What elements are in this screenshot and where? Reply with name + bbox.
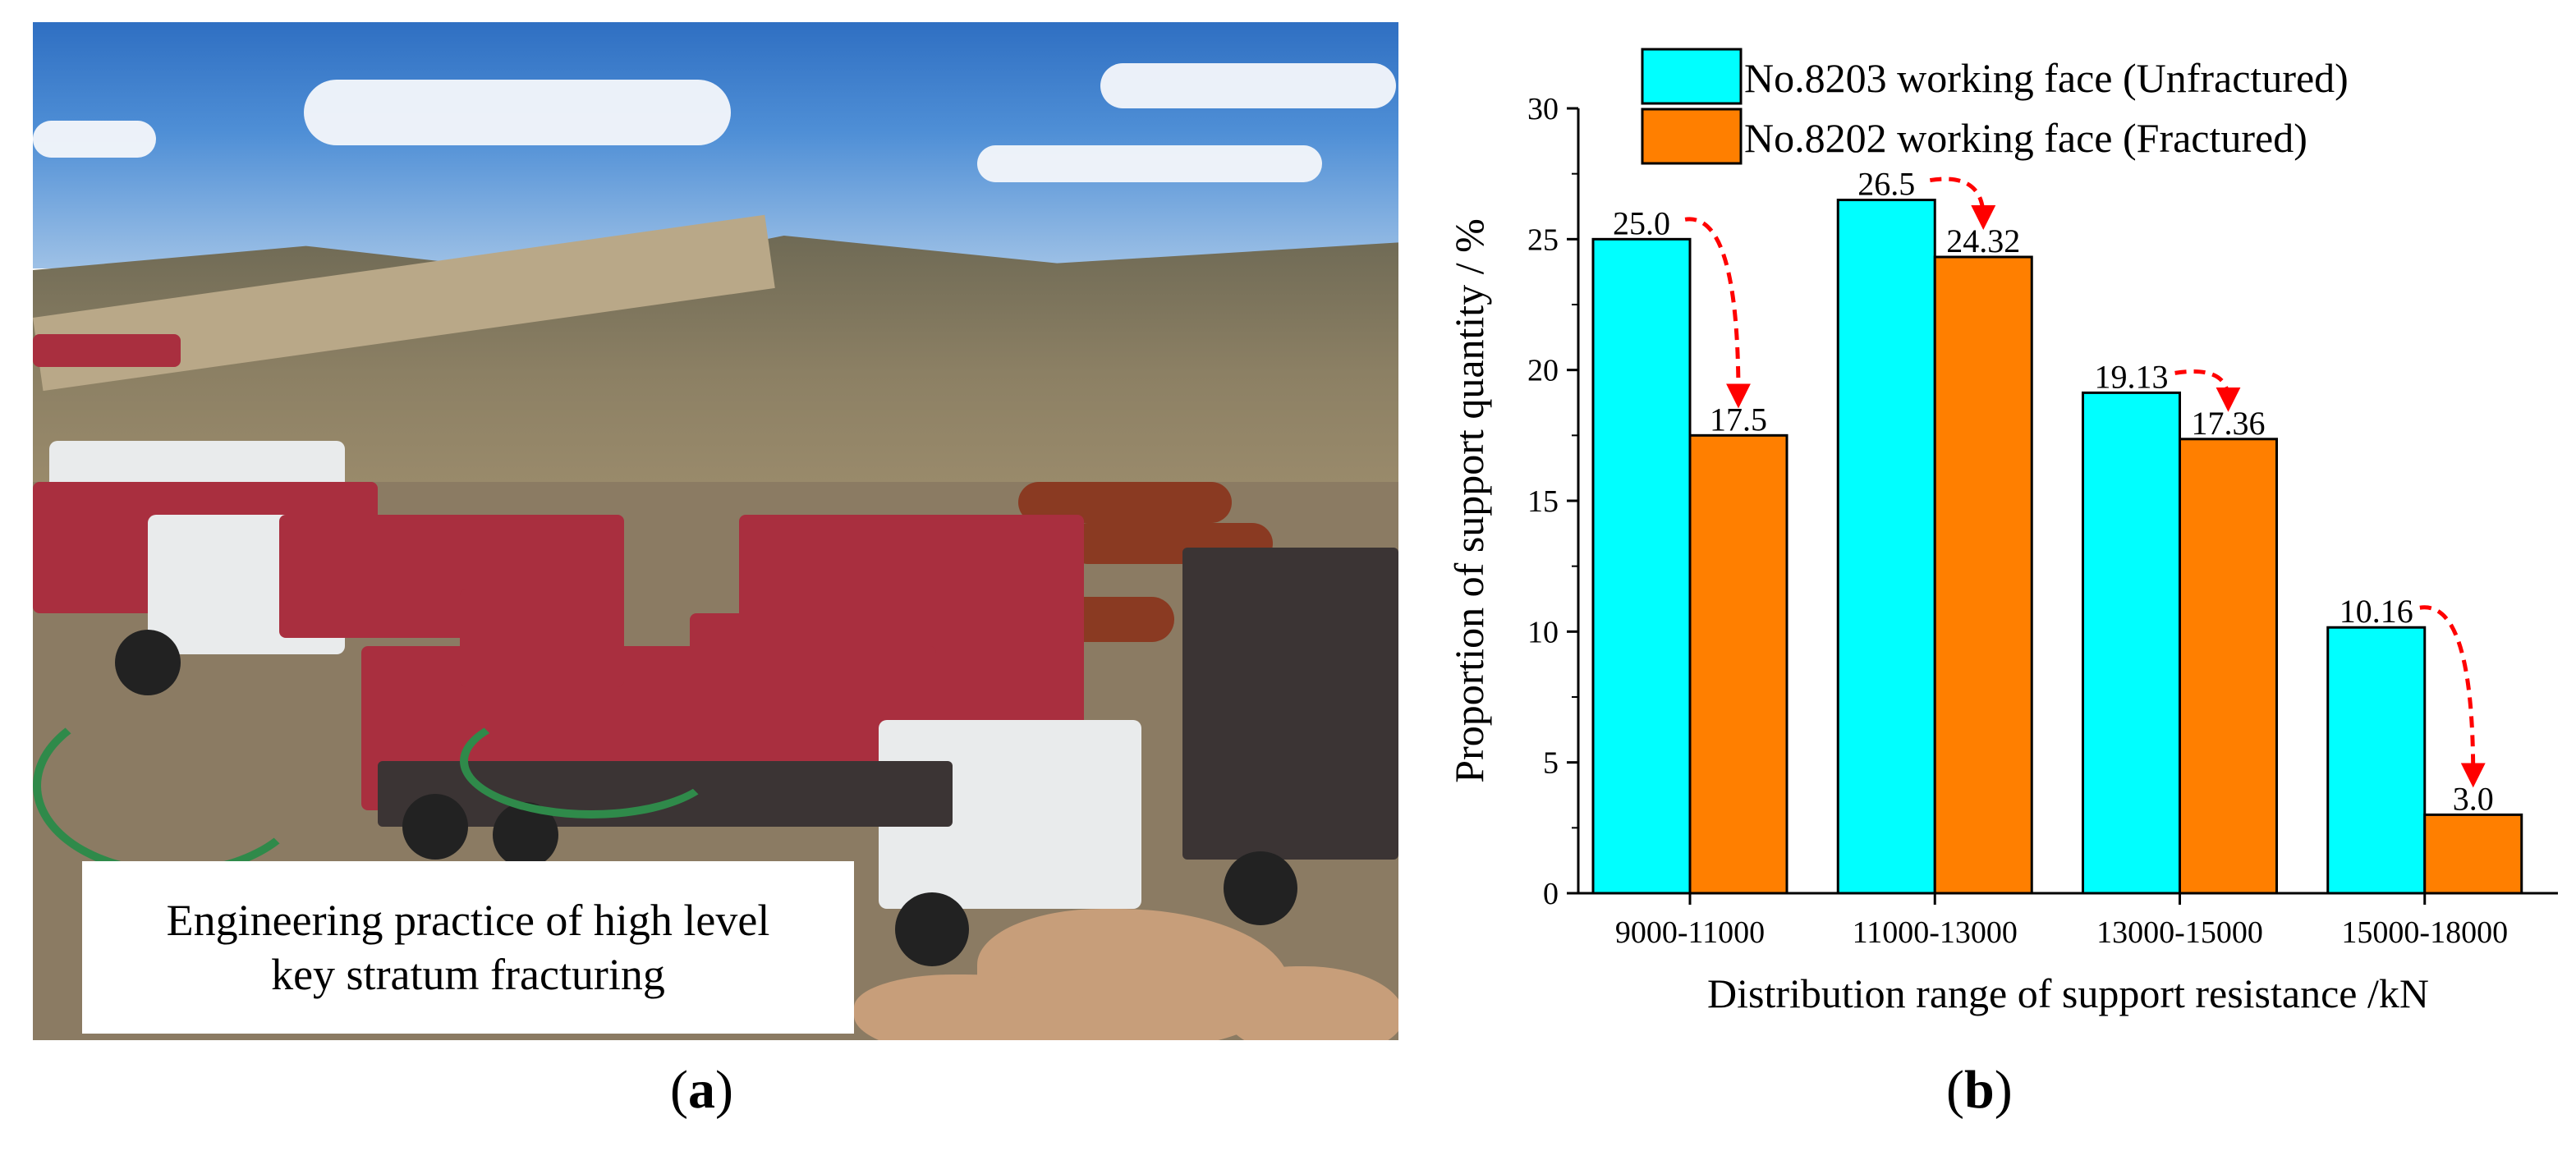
support-resistance-bar-chart: 0 5 10 15 20 25 30 9000-11000 11000-13000 13000-1… <box>1446 48 2558 1016</box>
change-arrow <box>2419 605 2486 788</box>
data-label: 17.5 <box>1710 401 1767 438</box>
axes: 0 5 10 15 20 25 30 9000-11000 11000-13000 13000-1… <box>1527 92 2558 950</box>
legend: No.8203 working face (Unfractured) No.820… <box>1641 48 2349 165</box>
y-tick-label: 15 <box>1527 484 1559 519</box>
label-paren-close: ) <box>1994 1060 2013 1120</box>
x-tick-label: 15000-18000 <box>2341 915 2508 950</box>
bar-fractured <box>2423 813 2523 895</box>
x-tick-label: 13000-15000 <box>2096 915 2263 950</box>
data-label: 10.16 <box>2340 593 2413 630</box>
x-axis-title: Distribution range of support resistance… <box>1707 970 2429 1016</box>
data-label: 17.36 <box>2192 405 2266 442</box>
y-tick-label: 30 <box>1527 92 1559 126</box>
label-letter-a: a <box>687 1060 715 1120</box>
wheel <box>1224 851 1297 925</box>
label-letter-b: b <box>1963 1060 1995 1120</box>
x-tick-label: 11000-13000 <box>1853 915 2018 950</box>
legend-label: No.8202 working face (Fractured) <box>1744 115 2307 161</box>
y-axis-title: Proportion of support quantity / % <box>1446 218 1492 782</box>
bar-fractured <box>2179 438 2278 895</box>
truck-cabin <box>460 589 624 687</box>
caption-line-2: key stratum fracturing <box>271 950 665 999</box>
bar-fractured <box>1933 255 2033 895</box>
bar-unfractured <box>2082 391 2181 895</box>
cloud <box>33 121 156 158</box>
y-tick-label: 20 <box>1527 354 1559 388</box>
data-label: 3.0 <box>2453 780 2494 817</box>
wheel <box>895 892 969 966</box>
label-paren-open: ( <box>1946 1060 1964 1120</box>
y-tick-label: 10 <box>1527 615 1559 649</box>
bar-fractured <box>1688 433 1789 895</box>
pump-unit <box>1182 548 1398 860</box>
wheel <box>402 794 468 860</box>
label-paren-close: ) <box>714 1060 733 1120</box>
data-label: 19.13 <box>2095 358 2169 395</box>
bar-unfractured <box>1836 199 1936 895</box>
photo-caption-box: Engineering practice of high level key s… <box>82 861 854 1034</box>
panel-label-a: (a) <box>670 1059 733 1121</box>
legend-label: No.8203 working face (Unfractured) <box>1744 55 2349 101</box>
cloud <box>304 80 731 145</box>
bar-unfractured <box>1591 237 1692 895</box>
caption-line-1: Engineering practice of high level <box>166 896 770 945</box>
change-arrow <box>1929 177 1996 231</box>
legend-swatch-fractured <box>1641 108 1743 165</box>
y-tick-label: 0 <box>1543 877 1559 911</box>
legend-swatch-unfractured <box>1641 48 1743 105</box>
data-label: 25.0 <box>1613 204 1670 241</box>
arrows <box>1684 177 2486 788</box>
x-tick-label: 9000-11000 <box>1615 915 1765 950</box>
hose <box>460 704 723 819</box>
hose <box>33 695 312 876</box>
fracturing-truck <box>739 515 1084 630</box>
rock <box>1224 966 1398 1040</box>
bar-unfractured <box>2326 626 2427 895</box>
data-label: 24.32 <box>1946 222 2020 259</box>
label-paren-open: ( <box>670 1060 688 1120</box>
y-tick-label: 5 <box>1543 746 1559 781</box>
site-photo: Engineering practice of high level key s… <box>33 22 1398 1040</box>
bars <box>1591 199 2523 895</box>
panel-label-b: (b) <box>1946 1059 2013 1121</box>
wheel <box>115 630 181 695</box>
cloud <box>977 145 1322 182</box>
data-label: 26.5 <box>1857 166 1915 203</box>
y-tick-label: 25 <box>1527 222 1559 257</box>
distant-truck <box>33 334 181 367</box>
change-arrow <box>2174 369 2241 412</box>
change-arrow <box>1684 217 1751 409</box>
cloud <box>1100 63 1396 108</box>
